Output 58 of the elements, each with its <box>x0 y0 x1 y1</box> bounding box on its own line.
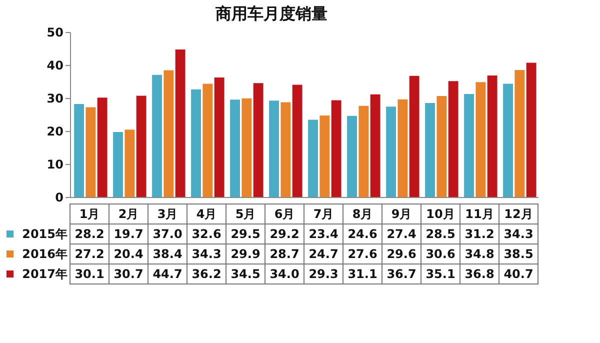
x-tick-label: 2月 <box>118 207 139 221</box>
x-tick-label: 12月 <box>504 207 533 221</box>
x-tick-label: 4月 <box>196 207 217 221</box>
data-label: 34.3 <box>504 227 534 241</box>
x-tick-label: 1月 <box>79 207 100 221</box>
x-tick-label: 11月 <box>465 207 494 221</box>
data-label: 34.0 <box>270 267 300 281</box>
data-label: 36.8 <box>464 267 494 281</box>
data-label: 31.1 <box>348 267 378 281</box>
data-label: 36.7 <box>386 267 416 281</box>
data-label: 29.3 <box>308 267 338 281</box>
data-label: 36.2 <box>192 267 222 281</box>
data-label: 28.2 <box>74 227 104 241</box>
x-tick-label: 3月 <box>157 207 178 221</box>
data-label: 40.7 <box>504 267 534 281</box>
data-label: 34.8 <box>464 247 494 261</box>
chart-title: 商用车月度销量 <box>214 4 328 23</box>
data-label: 31.2 <box>464 227 494 241</box>
data-label: 29.2 <box>270 227 300 241</box>
x-tick-label: 6月 <box>274 207 295 221</box>
x-tick-label: 10月 <box>426 207 455 221</box>
y-tick-label: 40 <box>46 58 64 72</box>
data-label: 29.5 <box>230 227 260 241</box>
data-label: 34.5 <box>230 267 260 281</box>
data-label: 30.1 <box>74 267 104 281</box>
data-label: 44.7 <box>152 267 182 281</box>
data-label: 28.5 <box>426 227 456 241</box>
data-label: 20.4 <box>114 247 144 261</box>
data-label: 35.1 <box>426 267 456 281</box>
data-label: 28.7 <box>270 247 300 261</box>
data-label: 29.6 <box>386 247 416 261</box>
data-label: 24.7 <box>308 247 338 261</box>
y-tick-label: 0 <box>55 190 64 204</box>
data-label: 29.9 <box>230 247 260 261</box>
data-label: 34.3 <box>192 247 222 261</box>
data-label: 37.0 <box>152 227 182 241</box>
data-label: 30.6 <box>426 247 456 261</box>
y-tick-label: 30 <box>46 92 64 106</box>
y-tick-label: 10 <box>46 158 64 172</box>
data-label: 27.4 <box>386 227 416 241</box>
data-label: 27.6 <box>348 247 378 261</box>
x-tick-label: 7月 <box>313 207 334 221</box>
legend-label: 2015年 <box>22 227 68 241</box>
legend-label: 2017年 <box>22 267 68 281</box>
data-label: 32.6 <box>192 227 222 241</box>
data-label: 30.7 <box>114 267 144 281</box>
x-tick-label: 8月 <box>352 207 373 221</box>
data-label: 24.6 <box>348 227 378 241</box>
data-label: 38.5 <box>504 247 534 261</box>
data-label: 23.4 <box>308 227 338 241</box>
data-label: 38.4 <box>152 247 182 261</box>
x-tick-label: 5月 <box>235 207 256 221</box>
data-label: 19.7 <box>114 227 144 241</box>
y-tick-label: 50 <box>46 26 64 40</box>
data-label: 27.2 <box>74 247 104 261</box>
x-tick-label: 9月 <box>391 207 412 221</box>
legend-label: 2016年 <box>22 247 68 261</box>
y-tick-label: 20 <box>46 124 64 138</box>
